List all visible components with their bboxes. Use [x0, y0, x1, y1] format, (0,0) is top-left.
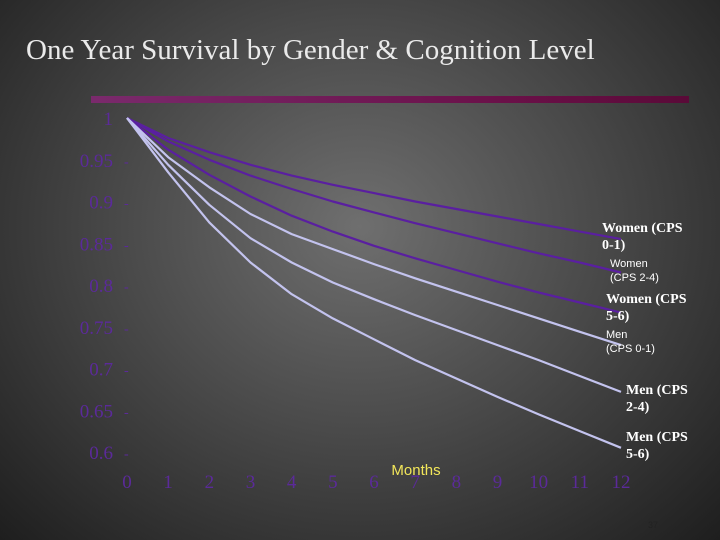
x-tick-label: 3: [246, 472, 256, 493]
y-tick-label: 0.7: [89, 360, 113, 381]
y-axis: 10.95 -0.9 -0.85 -0.8 -0.75 -0.7 -0.65 -0.6-: [80, 109, 129, 464]
series-line-0: [126, 117, 622, 241]
x-tick-label: 0: [122, 472, 132, 493]
slide-number: 37: [648, 520, 659, 530]
y-tick-label: 0.75: [80, 318, 113, 339]
series-end-label-line: Men: [606, 329, 627, 341]
title-divider: [91, 96, 689, 103]
x-tick-label: 9: [493, 472, 503, 493]
y-tick-label: 0.8: [89, 276, 113, 297]
x-tick-label: 6: [369, 472, 379, 493]
series-end-label-line: (CPS 2-4): [610, 272, 659, 284]
x-axis: 0 1 2 3 4 5 6 7 8 9 10 11 12: [122, 472, 630, 493]
y-tick-mark: -: [124, 155, 129, 170]
series-end-label: Men (CPS 0-1): [606, 329, 655, 355]
series-line-4: [126, 117, 622, 393]
series-line-3: [126, 117, 622, 347]
series-end-label-line: 0-1): [602, 238, 626, 253]
x-tick-label: 4: [287, 472, 297, 493]
series-end-label: Women (CPS 0-1): [602, 221, 683, 253]
series-end-label-line: (CPS 0-1): [606, 343, 655, 355]
series-end-labels: Women (CPS 0-1) Women (CPS 2-4) Women (CPS 5-…: [602, 221, 688, 462]
x-tick-label: 10: [529, 472, 548, 493]
series-end-label: Women (CPS 2-4): [610, 258, 659, 284]
series-line-5: [126, 117, 622, 449]
series-lines: [126, 117, 622, 449]
series-line-1: [126, 117, 622, 274]
y-tick-label: 0.95: [80, 151, 113, 172]
y-tick-mark: -: [124, 322, 129, 337]
y-tick-mark: -: [124, 364, 129, 379]
x-axis-title: Months: [391, 462, 440, 479]
series-line-2: [126, 117, 622, 314]
series-end-label-line: 5-6): [606, 309, 630, 324]
y-tick-label: 1: [104, 109, 114, 130]
x-tick-label: 1: [163, 472, 173, 493]
series-end-label-line: Men (CPS: [626, 383, 688, 398]
series-end-label-line: Women: [610, 258, 648, 270]
x-tick-label: 8: [452, 472, 462, 493]
x-tick-label: 5: [328, 472, 338, 493]
series-end-label: Women (CPS 5-6): [606, 292, 687, 324]
series-end-label-line: 5-6): [626, 447, 650, 462]
y-tick-mark: -: [124, 280, 129, 295]
y-tick-mark: -: [124, 405, 129, 420]
series-end-label-line: Women (CPS: [606, 292, 687, 307]
page-title: One Year Survival by Gender & Cognition …: [26, 34, 595, 66]
y-tick-label: 0.65: [80, 401, 113, 422]
y-tick-mark: -: [124, 238, 129, 253]
series-end-label-line: 2-4): [626, 400, 650, 415]
series-end-label-line: Women (CPS: [602, 221, 683, 236]
x-tick-label: 11: [571, 472, 589, 493]
y-tick-label: 0.6: [89, 443, 113, 464]
y-tick-mark: -: [124, 447, 129, 462]
x-tick-label: 7: [410, 472, 420, 493]
series-end-label: Men (CPS 2-4): [626, 383, 688, 415]
series-end-label: Men (CPS 5-6): [626, 430, 688, 462]
y-tick-label: 0.85: [80, 234, 113, 255]
series-end-label-line: Men (CPS: [626, 430, 688, 445]
y-tick-mark: -: [124, 197, 129, 212]
x-tick-label: 12: [612, 472, 631, 493]
y-tick-label: 0.9: [89, 193, 113, 214]
x-tick-label: 2: [205, 472, 215, 493]
